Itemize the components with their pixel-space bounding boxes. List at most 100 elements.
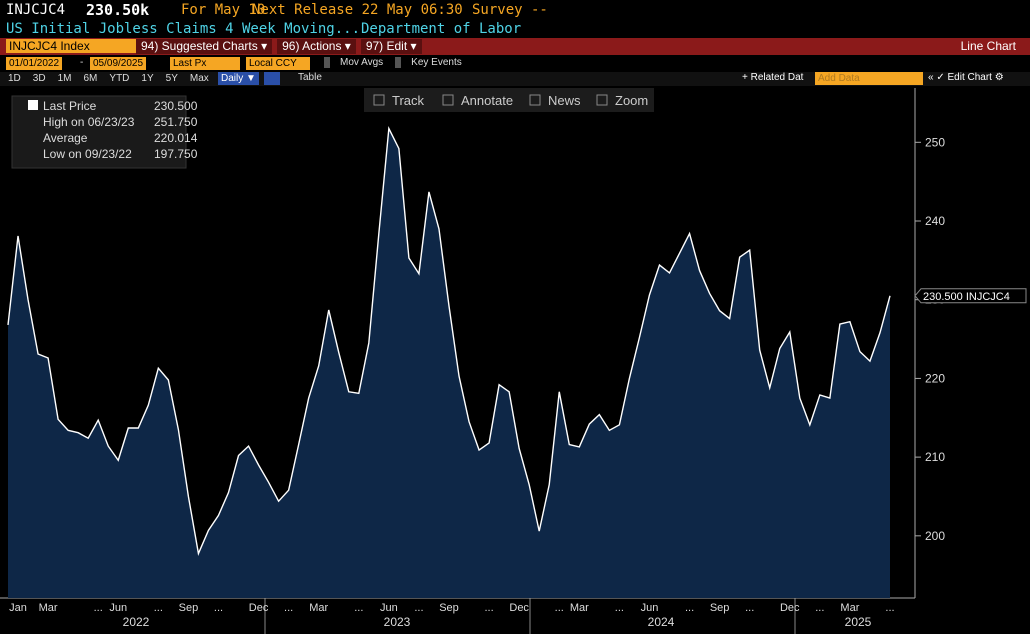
year-label: 2022 [123, 615, 150, 629]
x-tick-label: ... [214, 602, 223, 614]
x-tick-label: Mar [570, 602, 589, 614]
x-tick-label: Jun [109, 602, 127, 614]
x-tick-label: Mar [39, 602, 58, 614]
tool-button: Track [392, 93, 425, 108]
period-button[interactable]: 3D [32, 73, 46, 84]
x-tick-label: ... [354, 602, 363, 614]
legend: Last Price 230.500 High on 06/23/23 251.750… [11, 95, 198, 169]
frequency[interactable]: Daily ▼ [218, 72, 259, 85]
header-row: INJCJC4 230.50k For May 10 Next Release … [0, 0, 1030, 20]
x-tick-label: ... [615, 602, 624, 614]
period-button[interactable]: 1D [8, 73, 21, 84]
legend-label: Average [43, 131, 88, 145]
x-tick-label: Mar [840, 602, 859, 614]
y-tick-label: 210 [925, 450, 945, 464]
x-tick-label: ... [745, 602, 754, 614]
x-tick-label: ... [94, 602, 103, 614]
menu-bar: INJCJC4 Index 94) Suggested Charts ▾ 96) … [0, 38, 1030, 55]
x-tick-label: ... [154, 602, 163, 614]
tool-icon [596, 94, 608, 106]
options: Mov Avgs Key Events [324, 57, 474, 68]
x-tick-label: ... [555, 602, 564, 614]
legend-label: Last Price [43, 99, 97, 113]
year-label: 2025 [845, 615, 872, 629]
chart-icon[interactable] [264, 72, 280, 85]
x-tick-label: Dec [780, 602, 800, 614]
x-tick-label: ... [685, 602, 694, 614]
add-data[interactable]: Add Data [815, 72, 923, 85]
period-button[interactable]: 5Y [165, 73, 178, 84]
for-date: For May 10 [181, 2, 266, 18]
next-release: Next Release 22 May 06:30 [252, 2, 463, 18]
chart-toolbar: Track Annotate News Zoom [364, 88, 654, 112]
date-separator: - [80, 57, 84, 68]
survey: Survey -- [472, 2, 548, 18]
x-tick-label: Jun [641, 602, 659, 614]
chart-kind[interactable]: Line Chart [960, 39, 1016, 53]
legend-box [11, 95, 187, 169]
tool-button: Annotate [461, 93, 513, 108]
year-label: 2023 [384, 615, 411, 629]
currency[interactable]: Local CCY [246, 57, 310, 70]
period-button[interactable]: YTD [109, 73, 130, 84]
settings-row: 01/01/2022 - 05/09/2025 Last Px Local CC… [0, 57, 1030, 71]
start-date[interactable]: 01/01/2022 [6, 57, 63, 70]
period-button[interactable]: 1Y [141, 73, 154, 84]
related-data[interactable]: + Related Dat [742, 72, 804, 83]
year-label: 2024 [648, 615, 675, 629]
field[interactable]: Last Px [170, 57, 240, 70]
y-tick-label: 240 [925, 214, 945, 228]
x-tick-label: Dec [509, 602, 529, 614]
x-tick-label: Jun [380, 602, 398, 614]
x-tick-label: Dec [249, 602, 269, 614]
tool-button: News [548, 93, 581, 108]
x-tick-label: ... [885, 602, 894, 614]
legend-label: High on 06/23/23 [43, 115, 135, 129]
table-button[interactable]: Table [298, 72, 322, 83]
legend-label: Low on 09/23/22 [43, 147, 132, 161]
menu-item[interactable]: 97) Edit ▾ [360, 39, 422, 54]
x-tick-label: Jan [9, 602, 27, 614]
end-date[interactable]: 05/09/2025 [90, 57, 147, 70]
x-tick-label: ... [284, 602, 293, 614]
legend-value: 220.014 [154, 131, 198, 145]
legend-value: 197.750 [154, 147, 198, 161]
period-button[interactable]: Max [189, 73, 209, 84]
period-button[interactable]: 1M [57, 73, 72, 84]
period-button[interactable]: 6M [83, 73, 98, 84]
description: US Initial Jobless Claims 4 Week Moving.… [6, 21, 361, 37]
period-row: 1D 3D 1M 6M YTD 1Y 5Y Max Daily ▼ Table + Relat… [0, 72, 1030, 86]
last-value-label: 230.500 INJCJC4 [923, 291, 1010, 303]
x-tick-label: ... [485, 602, 494, 614]
option[interactable]: Mov Avgs [324, 57, 383, 68]
x-tick-label: Sep [179, 602, 199, 614]
legend-swatch [28, 100, 38, 110]
menu-item[interactable]: 94) Suggested Charts ▾ [136, 39, 273, 54]
tool-icon [442, 94, 454, 106]
y-tick-label: 220 [925, 371, 945, 385]
edit-chart[interactable]: « ✓ Edit Chart ⚙ [928, 72, 1004, 83]
legend-value: 230.500 [154, 99, 198, 113]
option[interactable]: Key Events [395, 57, 462, 68]
x-tick-label: ... [815, 602, 824, 614]
x-tick-label: Sep [710, 602, 730, 614]
tool-icon [529, 94, 541, 106]
ticker: INJCJC4 [6, 2, 66, 18]
menu-items: 94) Suggested Charts ▾ 96) Actions ▾ 97) E… [136, 39, 427, 54]
area [8, 128, 890, 598]
x-tick-label: ... [414, 602, 423, 614]
toolbar-background [364, 88, 654, 112]
x-tick-label: Sep [439, 602, 459, 614]
price: 230.50k [86, 1, 150, 19]
tool-icon [373, 94, 385, 106]
menu-item[interactable]: 96) Actions ▾ [277, 39, 356, 54]
y-tick-label: 200 [925, 529, 945, 543]
x-tick-label: Mar [309, 602, 328, 614]
last-value-pointer [914, 288, 1027, 304]
tool-button: Zoom [615, 93, 648, 108]
period-buttons: 1D 3D 1M 6M YTD 1Y 5Y Max [8, 73, 221, 84]
legend-value: 251.750 [154, 115, 198, 129]
line [7, 126, 891, 556]
security[interactable]: INJCJC4 Index [6, 39, 136, 53]
chart: 2022 2023 2024 2025 Track Annotate News Zoo… [0, 88, 1027, 634]
